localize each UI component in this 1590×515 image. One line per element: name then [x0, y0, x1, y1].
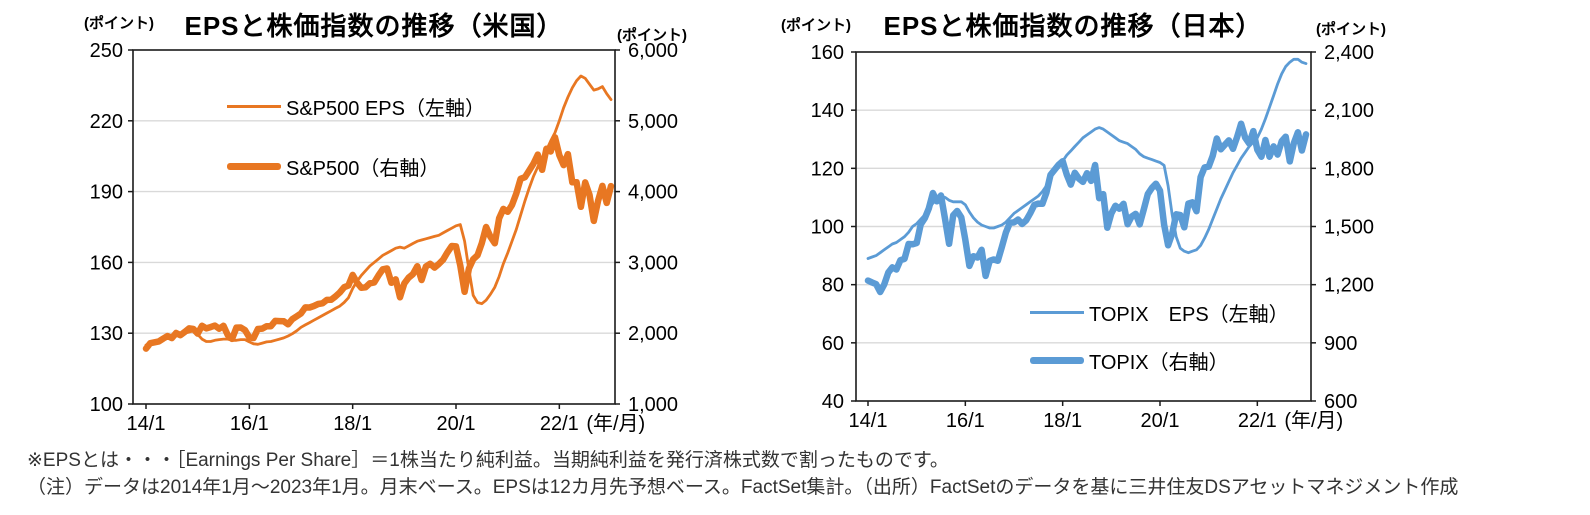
- x-axis-tick-label: 22/1: [1238, 410, 1277, 432]
- left-axis-tick-label: 190: [90, 182, 123, 204]
- right-axis-tick-label: 2,100: [1324, 100, 1374, 122]
- legend-sp500-eps: S&P500 EPS（左軸）: [227, 92, 485, 121]
- legend-line-sample-thick: [227, 163, 281, 170]
- us-left-axis-unit: (ポイント): [84, 15, 154, 32]
- left-axis-tick-label: 220: [90, 111, 123, 133]
- right-axis-tick-label: 2,000: [628, 323, 678, 345]
- right-axis-tick-label: 900: [1324, 333, 1357, 355]
- right-axis-tick-label: 1,500: [1324, 217, 1374, 239]
- right-axis-tick-label: 1,800: [1324, 158, 1374, 180]
- right-axis-tick-label: 600: [1324, 391, 1357, 413]
- right-axis-tick-label: 3,000: [628, 252, 678, 274]
- series-line-thick: [142, 134, 615, 352]
- jp-left-axis-unit: (ポイント): [781, 17, 851, 34]
- right-axis-tick-label: 1,000: [628, 394, 678, 416]
- x-axis-tick-label: 16/1: [946, 410, 985, 432]
- x-axis-tick-label: 18/1: [333, 413, 372, 435]
- x-axis-tick-label: 16/1: [230, 413, 269, 435]
- x-axis-unit: (年/月): [1284, 409, 1343, 432]
- x-axis-tick-label: 14/1: [849, 410, 888, 432]
- legend-label: S&P500（右軸）: [286, 158, 440, 180]
- legend-label: S&P500 EPS（左軸）: [286, 98, 485, 120]
- x-axis-tick-label: 22/1: [540, 413, 579, 435]
- left-axis-tick-label: 130: [90, 323, 123, 345]
- jp-right-axis-unit: (ポイント): [1316, 21, 1386, 38]
- x-axis-unit: (年/月): [586, 412, 645, 435]
- left-axis-tick-label: 60: [822, 333, 844, 355]
- x-axis-tick-label: 18/1: [1043, 410, 1082, 432]
- us-right-axis-unit: (ポイント): [617, 27, 687, 44]
- x-axis-tick-label: 20/1: [437, 413, 476, 435]
- footnotes: ※EPSとは・・・［Earnings Per Share］＝1株当たり純利益。当…: [27, 447, 1458, 501]
- jp-chart-title: EPSと株価指数の推移（日本）: [883, 11, 1263, 41]
- right-axis-tick-label: 4,000: [628, 182, 678, 204]
- legend-label: TOPIX（右軸）: [1089, 352, 1229, 374]
- left-axis-tick-label: 160: [811, 42, 844, 64]
- left-axis-tick-label: 100: [811, 217, 844, 239]
- series-line-thin: [144, 74, 613, 347]
- right-axis-tick-label: 2,400: [1324, 42, 1374, 64]
- series-line-thick: [864, 120, 1310, 296]
- legend-line-sample-thin: [227, 105, 281, 108]
- legend-sp500: S&P500（右軸）: [227, 152, 439, 181]
- legend-topix-eps: TOPIX EPS（左軸）: [1030, 298, 1289, 327]
- right-axis-tick-label: 5,000: [628, 111, 678, 133]
- plot-border: [132, 49, 616, 405]
- footnote-eps-definition: ※EPSとは・・・［Earnings Per Share］＝1株当たり純利益。当…: [27, 450, 949, 471]
- left-axis-tick-label: 160: [90, 252, 123, 274]
- legend-line-sample-thick: [1030, 357, 1084, 364]
- plot-border: [855, 51, 1312, 402]
- x-axis-tick-label: 20/1: [1141, 410, 1180, 432]
- legend-label: TOPIX EPS（左軸）: [1089, 304, 1289, 326]
- left-axis-tick-label: 120: [811, 158, 844, 180]
- series-line-thin: [866, 57, 1308, 260]
- footnote-source: （注）データは2014年1月～2023年1月。月末ベース。EPSは12カ月先予想…: [27, 477, 1459, 498]
- legend-topix: TOPIX（右軸）: [1030, 346, 1229, 375]
- left-axis-tick-label: 250: [90, 40, 123, 62]
- left-axis-tick-label: 140: [811, 100, 844, 122]
- right-axis-tick-label: 1,200: [1324, 275, 1374, 297]
- left-axis-tick-label: 100: [90, 394, 123, 416]
- left-axis-tick-label: 40: [822, 391, 844, 413]
- left-axis-tick-label: 80: [822, 275, 844, 297]
- right-axis-tick-label: 6,000: [628, 40, 678, 62]
- x-axis-tick-label: 14/1: [127, 413, 166, 435]
- us-chart-title: EPSと株価指数の推移（米国）: [184, 11, 564, 41]
- legend-line-sample-thin: [1030, 311, 1084, 314]
